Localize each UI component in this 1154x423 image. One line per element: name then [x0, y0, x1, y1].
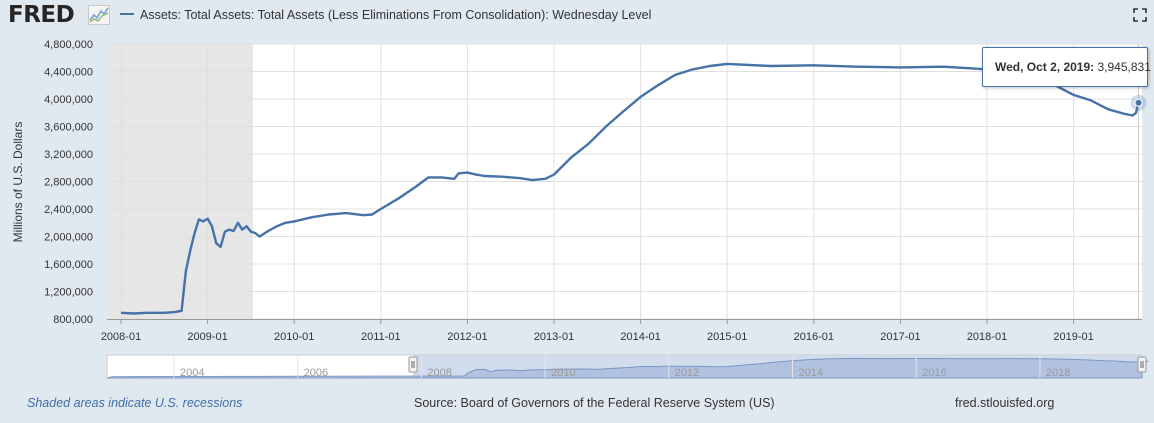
- data-tooltip: Wed, Oct 2, 2019: 3,945,831: [982, 47, 1151, 87]
- x-tick-label: 2014-01: [620, 331, 660, 343]
- navigator-tick-label: 2008: [427, 367, 451, 379]
- navigator-selection[interactable]: [413, 355, 1142, 378]
- navigator-tick-label: 2010: [551, 367, 575, 379]
- site-link[interactable]: fred.stlouisfed.org: [955, 396, 1055, 410]
- y-tick-label: 3,600,000: [44, 122, 93, 134]
- x-tick-label: 2018-01: [967, 331, 1007, 343]
- hover-marker[interactable]: [1134, 98, 1143, 107]
- tooltip-date: Wed, Oct 2, 2019:: [995, 60, 1095, 74]
- y-tick-label: 4,000,000: [44, 94, 93, 106]
- y-tick-label: 3,200,000: [44, 149, 93, 161]
- fred-chart-icon: [88, 5, 110, 25]
- navigator-tick-label: 2004: [180, 367, 204, 379]
- y-tick-label: 2,800,000: [44, 177, 93, 189]
- y-tick-label: 2,400,000: [44, 204, 93, 216]
- navigator-tick-label: 2012: [675, 367, 699, 379]
- x-tick-label: 2010-01: [274, 331, 314, 343]
- navigator-tick-label: 2006: [304, 367, 328, 379]
- navigator-tick-label: 2018: [1046, 367, 1070, 379]
- y-tick-label: 4,400,000: [44, 67, 93, 79]
- y-axis-label: Millions of U.S. Dollars: [11, 122, 25, 243]
- navigator-tick-label: 2016: [922, 367, 946, 379]
- legend-swatch: [120, 12, 134, 15]
- chart-title: Assets: Total Assets: Total Assets (Less…: [140, 8, 652, 22]
- fred-logo[interactable]: FRED: [8, 2, 75, 28]
- x-tick-label: 2009-01: [187, 331, 227, 343]
- y-tick-label: 800,000: [53, 314, 93, 326]
- x-tick-label: 2017-01: [880, 331, 920, 343]
- x-tick-label: 2019-01: [1053, 331, 1093, 343]
- x-tick-label: 2015-01: [707, 331, 747, 343]
- hover-marker-halo: [1130, 94, 1147, 111]
- navigator-handle-right[interactable]: [1137, 356, 1147, 373]
- x-tick-label: 2011-01: [361, 331, 401, 343]
- navigator-tick-label: 2014: [799, 367, 823, 379]
- navigator-handle-left[interactable]: [408, 356, 418, 373]
- tooltip-value: 3,945,831: [1097, 60, 1151, 74]
- y-tick-label: 2,000,000: [44, 232, 93, 244]
- y-tick-label: 1,600,000: [44, 259, 93, 271]
- y-tick-label: 4,800,000: [44, 39, 93, 51]
- series-line[interactable]: [120, 62, 1140, 315]
- source-text: Source: Board of Governors of the Federa…: [414, 396, 775, 410]
- x-tick-label: 2008-01: [101, 331, 141, 343]
- recession-note[interactable]: Shaded areas indicate U.S. recessions: [27, 396, 243, 410]
- recession-band: [107, 44, 253, 319]
- x-tick-label: 2012-01: [447, 331, 487, 343]
- navigator-background: [106, 354, 1143, 379]
- navigator-series: [106, 357, 1149, 379]
- fullscreen-icon[interactable]: [1133, 8, 1147, 22]
- x-tick-label: 2013-01: [534, 331, 574, 343]
- y-tick-label: 1,200,000: [44, 287, 93, 299]
- chart-legend[interactable]: Assets: Total Assets: Total Assets (Less…: [120, 8, 651, 22]
- x-tick-label: 2016-01: [794, 331, 834, 343]
